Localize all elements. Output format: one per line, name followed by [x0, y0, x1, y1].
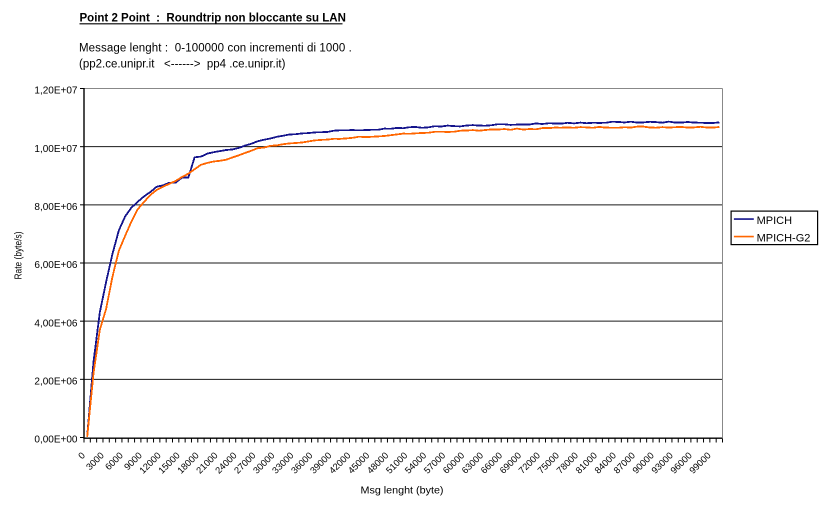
- svg-text:MPICH-G2: MPICH-G2: [757, 233, 811, 245]
- svg-text:1,20E+07: 1,20E+07: [34, 86, 78, 97]
- svg-text:8,00E+06: 8,00E+06: [34, 202, 78, 213]
- svg-text:1,00E+07: 1,00E+07: [34, 144, 78, 155]
- svg-text:0: 0: [76, 450, 87, 461]
- svg-text:Msg lenght (byte): Msg lenght (byte): [361, 486, 444, 497]
- svg-text:Rate (byte/s): Rate (byte/s): [14, 232, 25, 280]
- svg-text:Point 2 Point : Roundtrip no: Point 2 Point : Roundtrip non bloccante …: [80, 12, 346, 24]
- svg-text:MPICH: MPICH: [757, 215, 793, 227]
- svg-text:6,00E+06: 6,00E+06: [34, 260, 78, 271]
- svg-text:4,00E+06: 4,00E+06: [34, 318, 78, 329]
- svg-text:(pp2.ce.unipr.it <------> p: (pp2.ce.unipr.it <------> pp4 .ce.unipr.…: [79, 59, 286, 71]
- svg-text:0,00E+00: 0,00E+00: [34, 435, 78, 446]
- svg-text:2,00E+06: 2,00E+06: [34, 377, 78, 388]
- svg-text:Message lenght : 0-100000 con: Message lenght : 0-100000 con incrementi…: [79, 43, 352, 55]
